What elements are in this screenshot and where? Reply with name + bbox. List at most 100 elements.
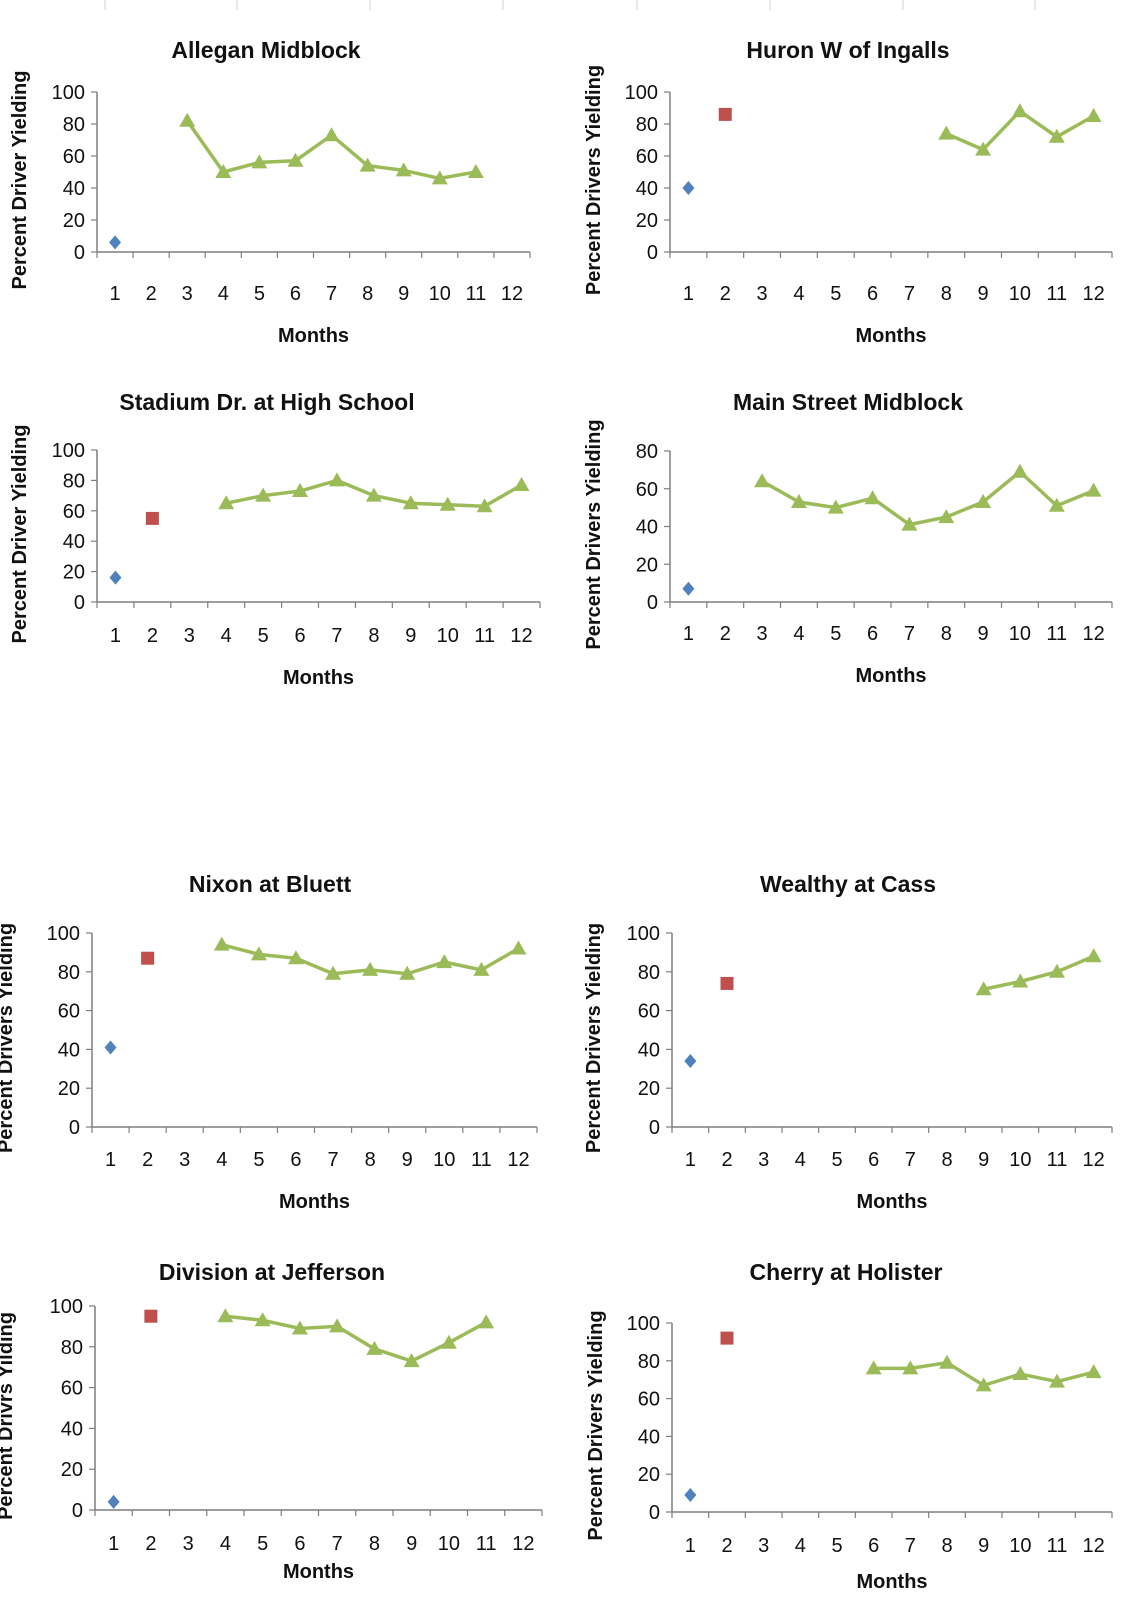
chart-4-triangle-point [975,493,992,508]
chart-4-triangle-point [790,493,807,508]
chart-1-diamond-point [109,235,122,250]
chart-1-triangle-point [179,112,196,127]
chart-5-triangle-point [473,961,490,976]
chart-2-y-tick-label: 20 [636,210,658,232]
chart-2-x-tick-label: 5 [830,283,841,305]
chart-4-y-tick-label: 0 [647,592,658,614]
chart-3-triangle-point [476,498,493,513]
chart-7-x-tick-label: 12 [512,1533,534,1555]
chart-8-triangle-point [902,1360,919,1375]
chart-5-x-tick-label: 12 [507,1149,529,1171]
chart-5-x-tick-label: 4 [216,1149,227,1171]
chart-6-y-tick-label: 60 [638,1001,660,1023]
chart-4-triangle-point [1048,497,1065,512]
chart-6-triangle-point [1049,963,1065,978]
chart-8-x-tick-label: 1 [685,1535,696,1557]
chart-8-triangle-point [1012,1366,1029,1381]
chart-3-x-tick-label: 3 [184,625,195,647]
chart-4-x-axis-label: Months [855,665,926,687]
chart-8-y-axis-label: Percent Drivers Yielding [585,1310,607,1540]
chart-1-x-tick-label: 12 [501,283,523,305]
chart-5-triangle-point [510,940,527,955]
chart-5-triangle-point [213,936,230,951]
chart-8-x-tick-label: 6 [868,1535,879,1557]
chart-5-x-tick-label: 1 [105,1149,116,1171]
chart-6-x-tick-label: 9 [978,1149,989,1171]
chart-3-y-tick-label: 0 [74,592,85,614]
chart-8-triangle-point [1085,1364,1102,1379]
chart-5-triangle-point [436,954,453,969]
chart-1-triangle-point [251,154,268,169]
chart-2-title: Huron W of Ingalls [746,37,949,63]
chart-6-y-tick-label: 80 [638,962,660,984]
chart-4-x-tick-label: 6 [867,623,878,645]
chart-5-x-tick-label: 6 [290,1149,301,1171]
chart-7-square-point [144,1309,158,1323]
chart-2-x-tick-label: 8 [941,283,952,305]
chart-8-y-tick-label: 20 [638,1464,660,1486]
chart-4-x-tick-label: 7 [904,623,915,645]
chart-8-x-axis-label: Months [856,1571,927,1593]
chart-7-x-tick-label: 4 [220,1533,231,1555]
chart-1-y-tick-label: 60 [63,146,85,168]
chart-4-triangle-point [864,490,881,505]
chart-8-x-tick-label: 11 [1047,1535,1068,1557]
chart-8-x-tick-label: 5 [831,1535,842,1557]
chart-8-square-point [720,1331,734,1345]
chart-2-x-tick-label: 6 [867,283,878,305]
chart-5-x-tick-label: 10 [433,1149,455,1171]
chart-3-y-tick-label: 40 [63,531,85,553]
chart-1-x-tick-label: 7 [326,283,337,305]
chart-7-triangle-point [291,1320,308,1335]
chart-4-triangle-point [938,509,955,524]
chart-8-x-tick-label: 12 [1083,1535,1105,1557]
chart-5-x-tick-label: 3 [179,1149,190,1171]
chart-2-y-tick-label: 0 [647,242,658,264]
chart-1-x-tick-label: 9 [398,283,409,305]
chart-1-x-tick-label: 8 [362,283,373,305]
chart-5-triangle-point [362,961,379,976]
chart-4-title: Main Street Midblock [733,389,963,415]
chart-6-x-tick-label: 3 [758,1149,769,1171]
chart-6-title: Wealthy at Cass [760,871,936,897]
chart-4-diamond-point [682,581,695,596]
chart-3-x-tick-label: 9 [405,625,416,647]
chart-3-triangle-point [218,495,235,510]
chart-8-x-tick-label: 10 [1009,1535,1031,1557]
chart-7-x-tick-label: 7 [332,1533,343,1555]
chart-1-x-tick-label: 6 [290,283,301,305]
chart-3-y-tick-label: 100 [52,440,85,462]
chart-4-triangle-point [754,473,771,488]
chart-2-x-tick-label: 9 [978,283,989,305]
chart-6-x-axis-label: Months [856,1191,927,1213]
chart-1-x-tick-label: 10 [429,283,451,305]
chart-3-triangle-point [255,487,272,502]
chart-2-x-tick-label: 1 [683,283,694,305]
chart-8-triangle-point [1049,1373,1065,1388]
chart-6-x-tick-label: 7 [905,1149,916,1171]
chart-4-x-tick-label: 11 [1046,623,1067,645]
chart-8-triangle-point [939,1354,955,1369]
chart-7-x-tick-label: 9 [406,1533,417,1555]
chart-4-triangle-point [1085,482,1102,497]
chart-4-triangle-point [1011,463,1028,478]
chart-2-x-tick-label: 7 [904,283,915,305]
chart-3-triangle-point [365,487,382,502]
chart-1-y-tick-label: 0 [74,242,85,264]
chart-3-x-axis-label: Months [283,667,354,689]
chart-5-y-axis-label: Percent Drivers Yielding [0,923,17,1153]
chart-6-x-tick-label: 11 [1047,1149,1068,1171]
chart-2-y-tick-label: 100 [625,82,658,104]
chart-4-x-tick-label: 4 [793,623,804,645]
chart-5-triangle-point [399,965,416,980]
chart-2-x-tick-label: 3 [757,283,768,305]
chart-6-triangle-series-line [983,954,1095,991]
chart-4-triangle-point [901,516,918,531]
chart-6-x-tick-label: 6 [868,1149,879,1171]
chart-3-x-tick-label: 1 [110,625,121,647]
chart-2-triangle-point [975,141,992,156]
